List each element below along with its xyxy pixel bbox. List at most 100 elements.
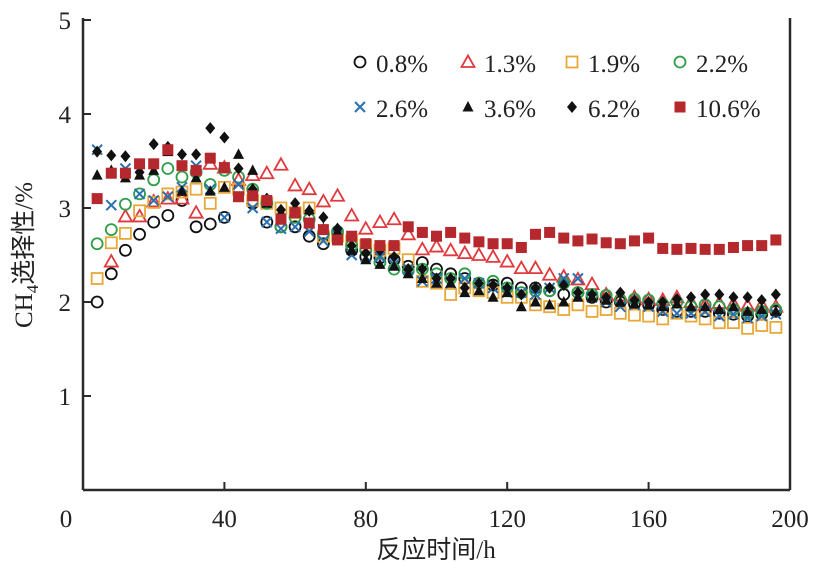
y-axis-label-rest: 选择性/% <box>10 182 38 285</box>
data-point <box>756 294 767 307</box>
data-point <box>120 150 131 163</box>
data-point <box>159 190 176 205</box>
data-point <box>416 272 428 283</box>
data-point <box>175 170 189 184</box>
data-point <box>742 305 754 316</box>
legend-label: 2.2% <box>696 51 748 78</box>
legend-entry: 2.2% <box>673 51 748 78</box>
data-point <box>106 149 117 162</box>
data-point <box>444 288 458 301</box>
data-point <box>445 226 457 238</box>
data-point <box>388 240 400 252</box>
data-point <box>459 272 471 285</box>
data-point <box>403 263 414 276</box>
data-point <box>261 194 273 206</box>
y-tick-label: 4 <box>59 102 72 129</box>
data-point <box>119 226 132 240</box>
data-point <box>515 241 527 253</box>
data-point <box>316 237 330 251</box>
data-point <box>431 230 442 242</box>
data-point <box>713 303 725 315</box>
data-point <box>615 286 626 299</box>
data-point <box>569 271 586 286</box>
data-point <box>600 237 612 249</box>
data-point <box>671 307 683 319</box>
data-point <box>218 181 230 192</box>
data-point <box>470 246 487 261</box>
data-point <box>219 131 230 144</box>
data-point <box>287 177 304 192</box>
data-point <box>769 320 783 334</box>
data-point <box>176 160 188 172</box>
legend-marker-icon <box>459 53 477 68</box>
data-point <box>119 243 132 257</box>
data-point <box>260 215 274 229</box>
legend-label: 6.2% <box>588 96 640 123</box>
data-point <box>742 240 754 252</box>
data-point <box>445 272 456 285</box>
data-point <box>329 187 346 202</box>
data-point <box>386 210 403 226</box>
data-point <box>473 284 485 296</box>
data-point <box>346 230 358 242</box>
data-point <box>315 193 332 208</box>
data-point <box>671 293 682 306</box>
data-point <box>203 196 217 210</box>
data-point <box>698 312 712 326</box>
data-point <box>176 148 187 161</box>
data-point <box>388 260 400 271</box>
data-point <box>402 221 414 233</box>
data-point <box>217 210 231 224</box>
data-point <box>685 300 697 312</box>
data-point <box>290 197 301 210</box>
data-point <box>204 185 216 196</box>
data-point <box>218 211 231 224</box>
data-point <box>770 288 781 301</box>
data-point <box>756 240 768 252</box>
data-point <box>488 279 499 292</box>
data-point <box>572 272 584 285</box>
data-point <box>134 158 146 170</box>
data-point <box>301 180 318 196</box>
y-axis-label-main: CH <box>11 293 38 328</box>
legend-entry: 1.3% <box>459 51 536 78</box>
data-point <box>289 221 301 233</box>
legend-entry: 2.6% <box>354 96 428 123</box>
data-point <box>527 259 544 275</box>
data-point <box>714 288 725 301</box>
data-point <box>103 253 120 268</box>
data-point <box>601 291 612 304</box>
data-point <box>258 164 275 180</box>
y-tick-label: 1 <box>59 384 72 411</box>
data-point <box>728 291 739 304</box>
data-point <box>428 238 445 253</box>
data-point <box>189 220 203 234</box>
data-point <box>643 232 655 244</box>
data-point <box>629 294 640 307</box>
data-point <box>289 207 301 219</box>
y-tick-label: 5 <box>59 8 72 35</box>
data-point <box>303 217 315 229</box>
data-point <box>104 236 118 250</box>
data-point <box>727 241 739 253</box>
legend-marker-icon <box>674 101 686 113</box>
data-point <box>90 272 104 285</box>
data-point <box>91 169 103 180</box>
data-point <box>119 167 131 179</box>
data-point <box>487 291 499 302</box>
data-point <box>544 226 556 238</box>
data-point <box>628 235 640 247</box>
data-point <box>558 279 569 292</box>
x-tick-label: 0 <box>60 506 73 533</box>
data-point <box>190 164 202 176</box>
legend-entry: 6.2% <box>567 96 640 123</box>
data-point <box>246 202 259 214</box>
data-point <box>318 211 329 224</box>
y-axis-label: CH4选择性/% <box>10 182 42 328</box>
data-point <box>544 298 556 310</box>
data-point <box>515 300 527 312</box>
legend-marker-icon <box>565 55 579 69</box>
data-point <box>485 248 502 263</box>
data-point <box>133 227 146 241</box>
data-point <box>473 236 485 248</box>
